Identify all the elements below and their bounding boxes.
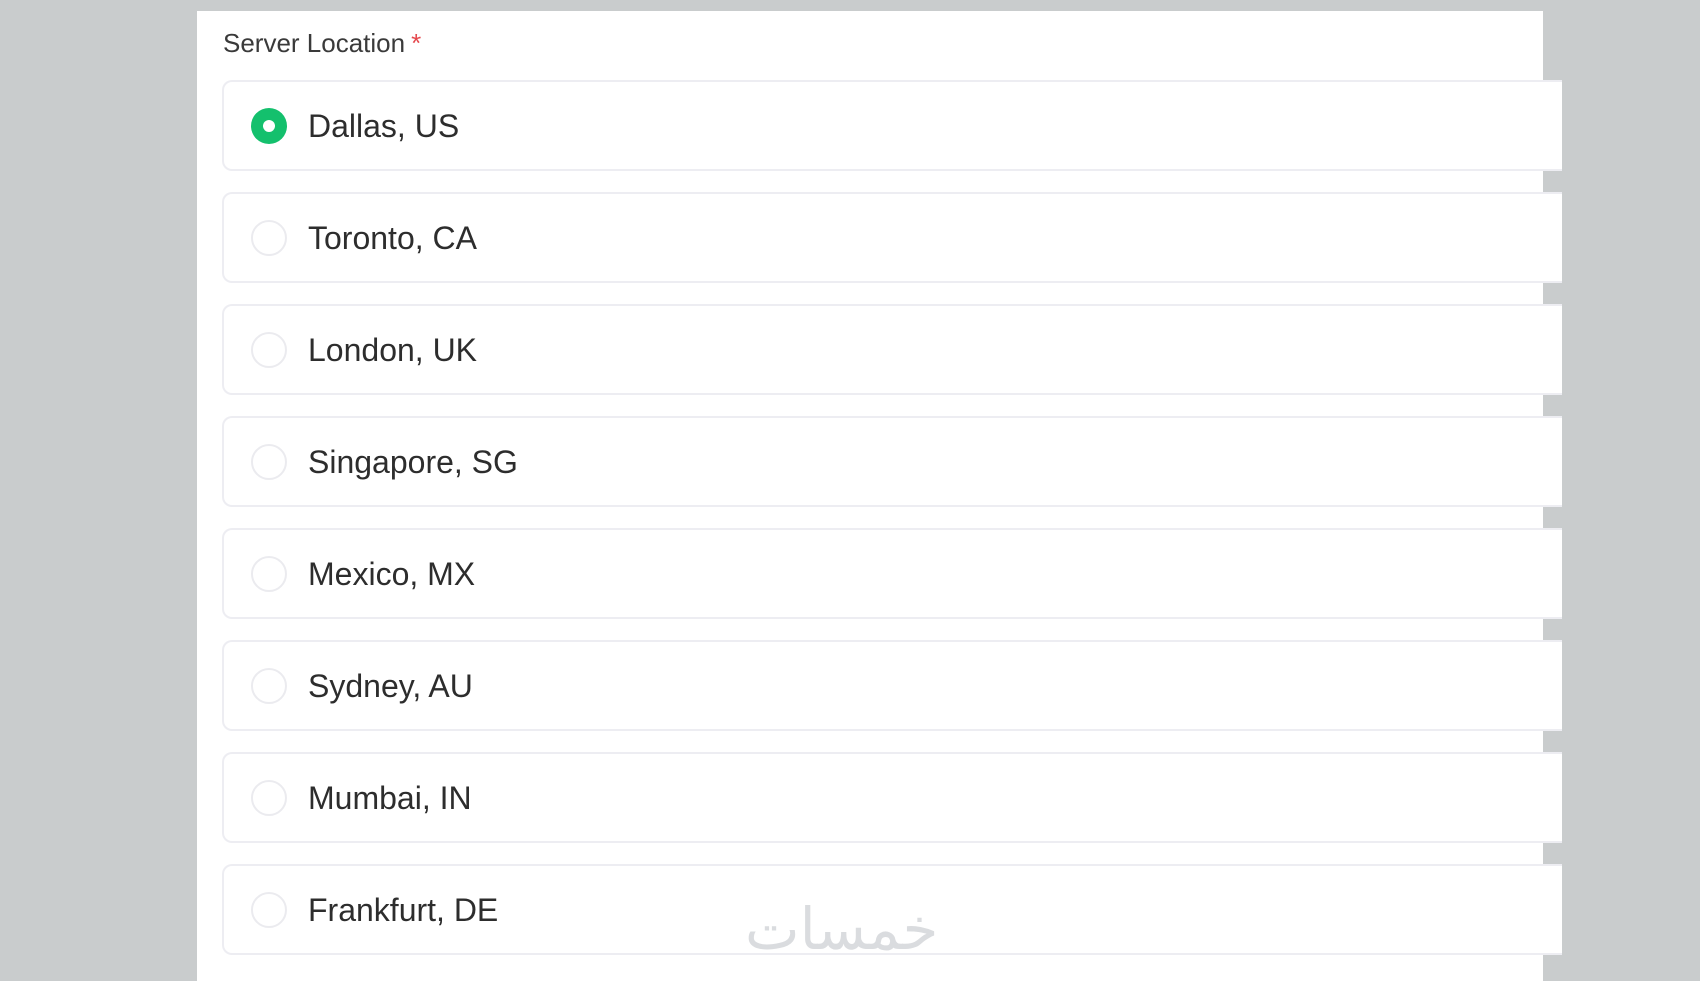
radio-unselected-icon[interactable] [251, 668, 287, 704]
radio-option-card[interactable]: Mumbai, IN [222, 752, 1562, 843]
radio-option-card[interactable]: London, UK [222, 304, 1562, 395]
radio-option-card[interactable]: Singapore, SG [222, 416, 1562, 507]
radio-option-label: Frankfurt, DE [308, 892, 499, 928]
field-label-text: Server Location [223, 28, 406, 58]
radio-option-label: Sydney, AU [308, 668, 473, 704]
radio-unselected-icon[interactable] [251, 332, 287, 368]
radio-unselected-icon[interactable] [251, 780, 287, 816]
radio-unselected-icon[interactable] [251, 556, 287, 592]
radio-option-card[interactable]: Mexico, MX [222, 528, 1562, 619]
radio-unselected-icon[interactable] [251, 220, 287, 256]
radio-option-card[interactable]: Dallas, US [222, 80, 1562, 171]
radio-unselected-icon[interactable] [251, 892, 287, 928]
radio-option-label: Dallas, US [308, 108, 460, 144]
radio-option-label: London, UK [308, 332, 478, 368]
radio-option-card[interactable]: Toronto, CA [222, 192, 1562, 283]
radio-option-card[interactable]: Sydney, AU [222, 640, 1562, 731]
watermark-logo: خمسات [745, 895, 939, 963]
radio-option-label: Mumbai, IN [308, 780, 472, 816]
radio-selected-icon[interactable] [251, 108, 287, 144]
field-label: Server Location * [223, 28, 421, 59]
radio-option-label: Mexico, MX [308, 556, 476, 592]
radio-option-card[interactable]: Frankfurt, DE [222, 864, 1562, 955]
radio-option-label: Singapore, SG [308, 444, 518, 480]
radio-option-label: Toronto, CA [308, 220, 477, 256]
radio-unselected-icon[interactable] [251, 444, 287, 480]
server-location-panel: Server Location * Dallas, US Toronto, CA Lo… [197, 11, 1562, 981]
required-marker: * [411, 28, 422, 58]
